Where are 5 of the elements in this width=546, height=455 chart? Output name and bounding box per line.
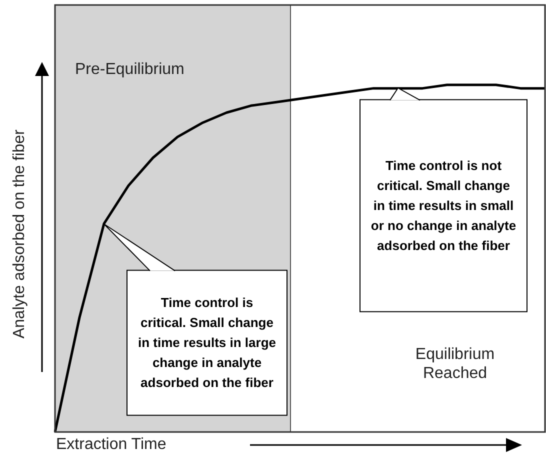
annotation: Equilibrium Reached — [414, 345, 496, 383]
y-axis-title: Analyte adsorbed on the fiber — [11, 128, 29, 341]
annotation: Time control is critical. Small change in time results in large change in analyte adsorbed on the fiber — [127, 270, 287, 415]
text: Pre-Equilibrium — [75, 60, 186, 79]
x-axis-title: Extraction Time — [56, 436, 166, 454]
